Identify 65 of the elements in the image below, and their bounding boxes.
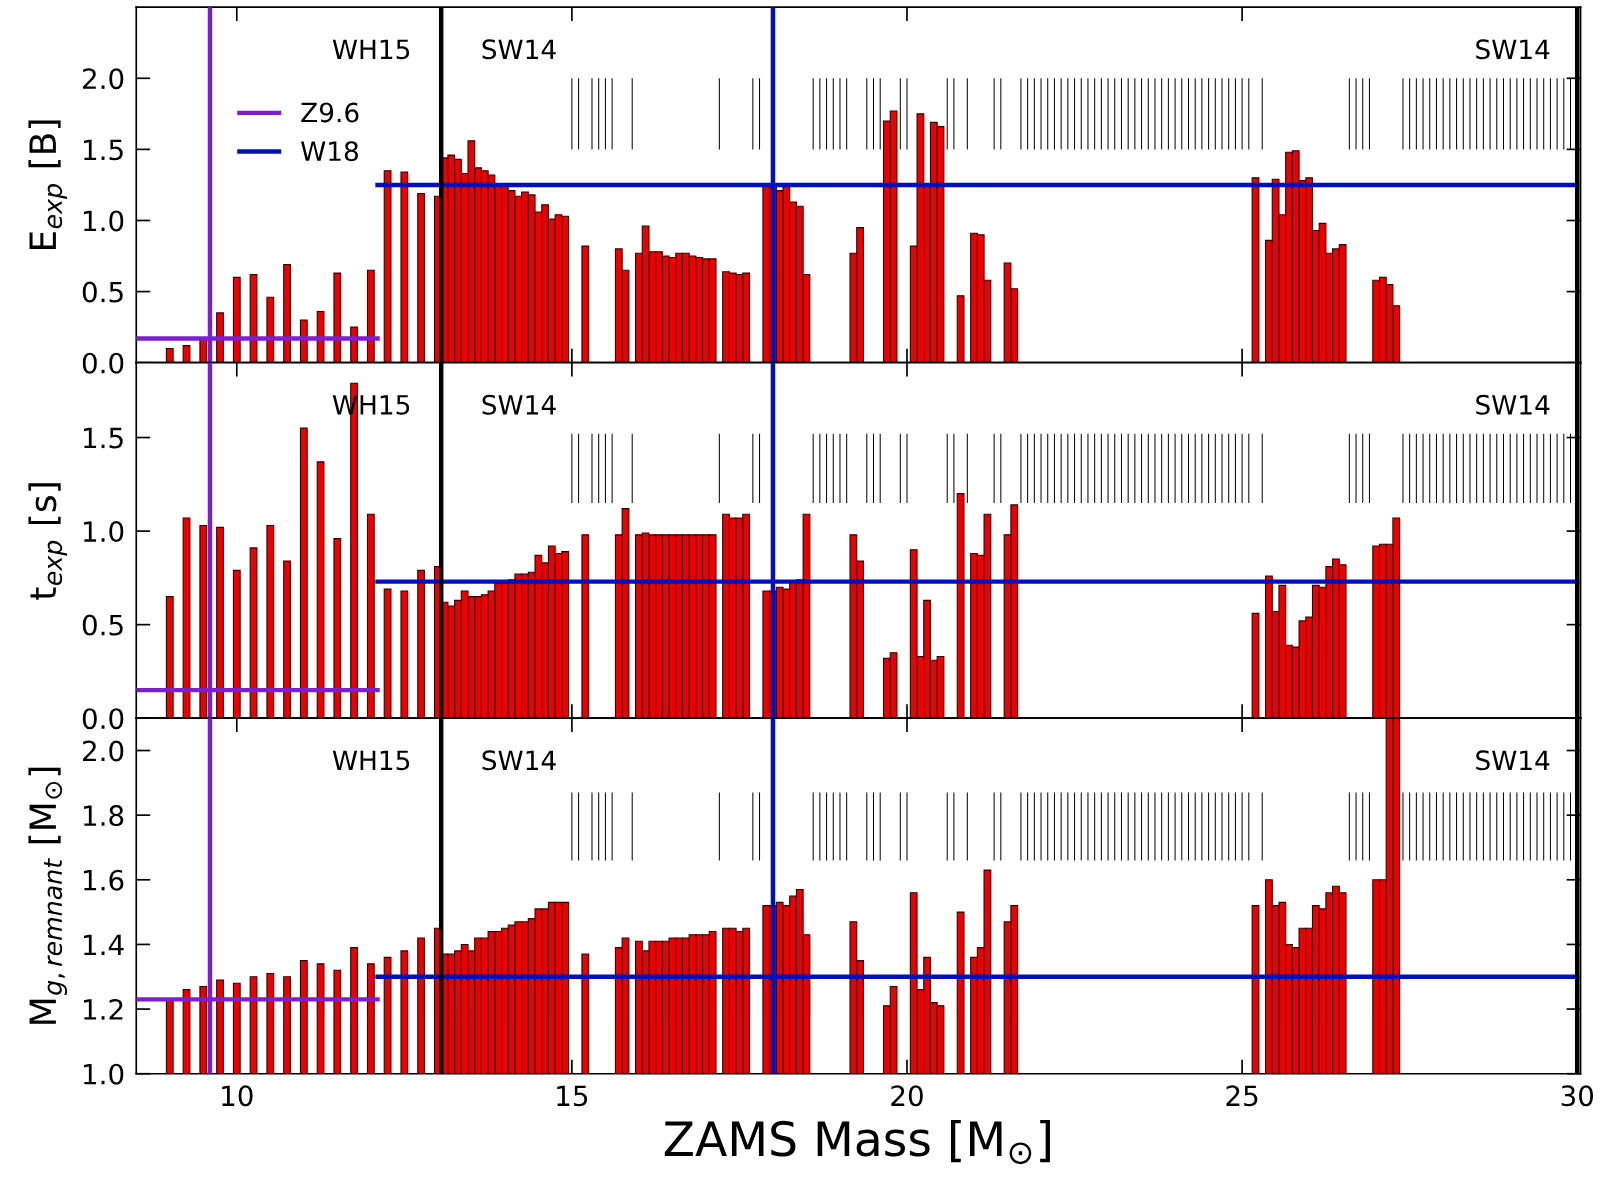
bar xyxy=(400,590,409,719)
y-tick-label: 1.0 xyxy=(84,210,124,232)
legend-label: Z9.6 xyxy=(301,102,359,123)
y-axis-title: t$_{exp}$ [s] xyxy=(28,483,68,600)
annotation: SW14 xyxy=(482,39,556,60)
bar xyxy=(366,269,375,363)
x-tick-label: 20 xyxy=(891,1085,923,1107)
y-tick-label: 1.0 xyxy=(84,1063,124,1085)
bar xyxy=(366,513,375,719)
bar xyxy=(165,596,174,719)
y-tick-label: 1.5 xyxy=(84,139,123,161)
bar xyxy=(299,427,308,719)
x-tick-label: 10 xyxy=(222,1085,253,1107)
bar xyxy=(232,276,241,363)
y-tick-label: 2.0 xyxy=(83,740,124,762)
bar xyxy=(283,264,291,363)
bar xyxy=(182,345,191,363)
y-tick-label: 1.0 xyxy=(84,521,124,543)
y-tick-label: 0.5 xyxy=(82,614,123,636)
annotation: SW14 xyxy=(1476,39,1550,60)
bar xyxy=(266,524,275,719)
x-axis-title: ZAMS Mass [M$_{⊙}$] xyxy=(664,1120,1050,1165)
annotation: WH15 xyxy=(332,750,410,771)
bar xyxy=(400,171,409,363)
y-tick-label: 1.2 xyxy=(84,999,123,1020)
bar xyxy=(232,569,241,719)
bar xyxy=(956,493,965,719)
x-tick-label: 15 xyxy=(557,1085,588,1107)
bar xyxy=(581,534,590,719)
bar xyxy=(383,588,392,719)
y-tick-label: 0.0 xyxy=(82,352,124,374)
y-tick-label: 2.0 xyxy=(83,68,124,90)
bar xyxy=(1251,177,1260,363)
bar xyxy=(383,170,392,363)
legend-label: W18 xyxy=(301,141,358,162)
annotation: SW14 xyxy=(482,394,556,415)
y-axis-title: M$_{g,remnant}$ [M$_{⊙}$] xyxy=(28,767,68,1024)
y-axis-title: E$_{exp}$ [B] xyxy=(28,120,68,250)
annotation: WH15 xyxy=(332,39,410,60)
y-tick-label: 1.5 xyxy=(84,427,123,449)
bar xyxy=(266,296,275,363)
y-tick-label: 0.5 xyxy=(82,281,123,303)
bar xyxy=(333,272,342,363)
bar xyxy=(283,560,291,719)
annotation: SW14 xyxy=(1476,394,1550,415)
bar xyxy=(581,245,590,363)
bar xyxy=(316,461,325,719)
bar xyxy=(182,517,191,719)
y-tick-label: 0.0 xyxy=(82,708,124,730)
bar xyxy=(216,526,224,719)
annotation: SW14 xyxy=(1476,750,1550,771)
y-tick-label: 1.8 xyxy=(84,805,124,827)
bar xyxy=(249,273,258,363)
bar xyxy=(417,192,426,363)
bar xyxy=(956,295,965,363)
y-tick-label: 1.6 xyxy=(84,869,124,891)
bar xyxy=(1251,612,1260,719)
annotation: SW14 xyxy=(482,750,556,771)
x-tick-label: 25 xyxy=(1226,1085,1258,1107)
bar xyxy=(417,569,426,719)
x-tick-label: 30 xyxy=(1561,1085,1594,1107)
y-tick-label: 1.4 xyxy=(84,934,124,955)
bar xyxy=(249,547,258,719)
bar xyxy=(165,347,174,363)
bar xyxy=(333,538,342,719)
